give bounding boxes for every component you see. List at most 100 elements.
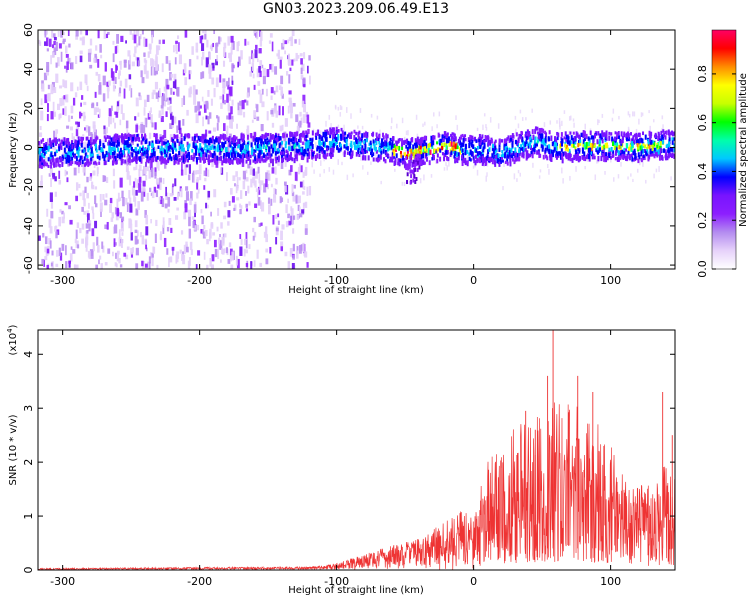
spectrogram-noise-cell	[75, 182, 79, 191]
spectrogram-noise-cell	[232, 175, 236, 182]
spectrogram-ridge-cell	[186, 141, 189, 148]
spectrogram-noise-cell	[299, 213, 303, 218]
spectrogram-dip-cell	[410, 169, 413, 174]
spectrogram-ridge-cell	[165, 159, 168, 165]
spectrogram-noise-cell	[183, 95, 186, 105]
spectrogram-ridge-cell	[38, 141, 41, 146]
spectrogram-noise-cell	[113, 238, 116, 247]
spectrogram-ridge-cell	[287, 137, 290, 142]
spectrogram-noise-cell	[261, 101, 265, 108]
spectrogram-noise-cell	[189, 198, 192, 206]
spectrogram-ridge-cell	[333, 131, 336, 138]
spectrogram-ridge-cell	[511, 141, 514, 146]
spectrogram-ridge-cell	[116, 154, 119, 159]
spectrogram-ridge-cell	[513, 159, 516, 165]
spectrogram-noise-cell	[222, 249, 225, 255]
spectrogram-ridge-cell	[610, 146, 613, 152]
spectrogram-noise-cell	[292, 254, 295, 260]
spectrogram-ridge-cell	[108, 135, 111, 140]
spectrogram-noise-cell	[249, 71, 252, 77]
spectrogram-noise-cell	[143, 65, 147, 75]
spectrogram-ridge-cell	[425, 148, 428, 153]
spectrogram-ridge-cell	[552, 151, 555, 158]
spectrogram-ridge-cell	[43, 163, 46, 167]
spectrogram-ridge-cell	[610, 132, 613, 136]
spectrogram-ridge-cell	[52, 142, 55, 148]
spectrogram-noise-cell	[357, 125, 359, 129]
spectrogram-ridge-cell	[80, 137, 83, 142]
spectrogram-noise-cell	[431, 126, 433, 131]
spectrogram-ridge-cell	[357, 145, 360, 151]
spectrogram-ridge-cell	[491, 147, 494, 151]
spectrogram-ridge-cell	[385, 141, 388, 147]
spectrogram-ridge-cell	[653, 150, 656, 154]
spectrogram-ridge-cell	[505, 147, 508, 153]
spectrogram-noise-cell	[301, 141, 305, 146]
spectrogram-ridge-cell	[220, 156, 223, 161]
spectrogram-noise-cell	[100, 263, 103, 269]
spectrogram-noise-cell	[627, 176, 629, 180]
spectrogram-y-tick-label: 60	[22, 23, 35, 37]
spectrogram-ridge-cell	[514, 147, 517, 153]
spectrogram-noise-cell	[182, 118, 185, 126]
spectrogram-ridge-cell	[194, 145, 197, 150]
spectrogram-ridge-cell	[630, 146, 633, 152]
spectrogram-ridge-cell	[504, 160, 507, 164]
spectrogram-ridge-cell	[627, 150, 630, 155]
spectrogram-noise-cell	[39, 125, 42, 131]
spectrogram-ridge-cell	[81, 159, 84, 164]
spectrogram-ridge-cell	[453, 137, 456, 143]
spectrogram-ridge-cell	[457, 156, 460, 161]
spectrogram-ridge-cell	[174, 142, 177, 148]
spectrogram-noise-cell	[257, 166, 260, 174]
spectrogram-ridge-cell	[563, 136, 566, 140]
spectrogram-ridge-cell	[316, 145, 319, 150]
spectrogram-ridge-cell	[616, 142, 619, 147]
spectrogram-noise-cell	[597, 119, 599, 126]
spectrogram-noise-cell	[204, 34, 207, 40]
spectrogram-ridge-cell	[295, 151, 298, 156]
spectrogram-ridge-cell	[661, 154, 664, 161]
spectrogram-noise-cell	[116, 252, 120, 262]
spectrogram-ridge-cell	[436, 141, 439, 145]
spectrogram-ridge-cell	[599, 133, 602, 138]
spectrogram-ridge-cell	[257, 138, 260, 144]
spectrogram-ridge-cell	[135, 151, 138, 156]
spectrogram-ridge-cell	[242, 135, 245, 139]
spectrogram-ridge-cell	[199, 156, 202, 161]
spectrogram-ridge-cell	[74, 139, 77, 145]
spectrogram-noise-cell	[209, 257, 212, 267]
spectrogram-ridge-cell	[157, 145, 160, 149]
spectrogram-noise-cell	[281, 91, 284, 96]
spectrogram-noise-cell	[50, 55, 52, 65]
spectrogram-noise-cell	[96, 166, 99, 177]
spectrogram-ridge-cell	[550, 157, 553, 162]
spectrogram-ridge-cell	[550, 135, 553, 141]
spectrogram-ridge-cell	[337, 129, 340, 133]
spectrogram-noise-cell	[598, 119, 600, 123]
spectrogram-ridge-cell	[359, 146, 362, 151]
spectrogram-ridge-cell	[229, 142, 232, 148]
spectrogram-noise-cell	[342, 152, 344, 156]
spectrogram-noise-cell	[267, 184, 269, 190]
spectrogram-ridge-cell	[156, 155, 159, 160]
spectrogram-noise-cell	[46, 113, 49, 122]
spectrogram-noise-cell	[199, 35, 203, 44]
spectrogram-noise-cell	[62, 108, 65, 115]
spectrogram-ridge-cell	[285, 154, 288, 158]
spectrogram-noise-cell	[236, 176, 239, 185]
spectrogram-dip-cell	[405, 165, 408, 170]
spectrogram-noise-cell	[483, 113, 486, 117]
spectrogram-noise-cell	[236, 185, 239, 191]
spectrogram-ridge-cell	[227, 158, 230, 164]
spectrogram-noise-cell	[115, 111, 119, 118]
spectrogram-ridge-cell	[257, 146, 260, 151]
spectrogram-ridge-cell	[299, 136, 302, 142]
spectrogram-ridge-cell	[615, 147, 618, 153]
spectrogram-noise-cell	[280, 241, 284, 251]
spectrogram-dip-cell	[414, 162, 417, 167]
spectrogram-ridge-cell	[474, 154, 477, 159]
spectrogram-ridge-cell	[493, 158, 496, 162]
spectrogram-ridge-cell	[114, 155, 117, 161]
spectrogram-noise-cell	[195, 113, 199, 124]
